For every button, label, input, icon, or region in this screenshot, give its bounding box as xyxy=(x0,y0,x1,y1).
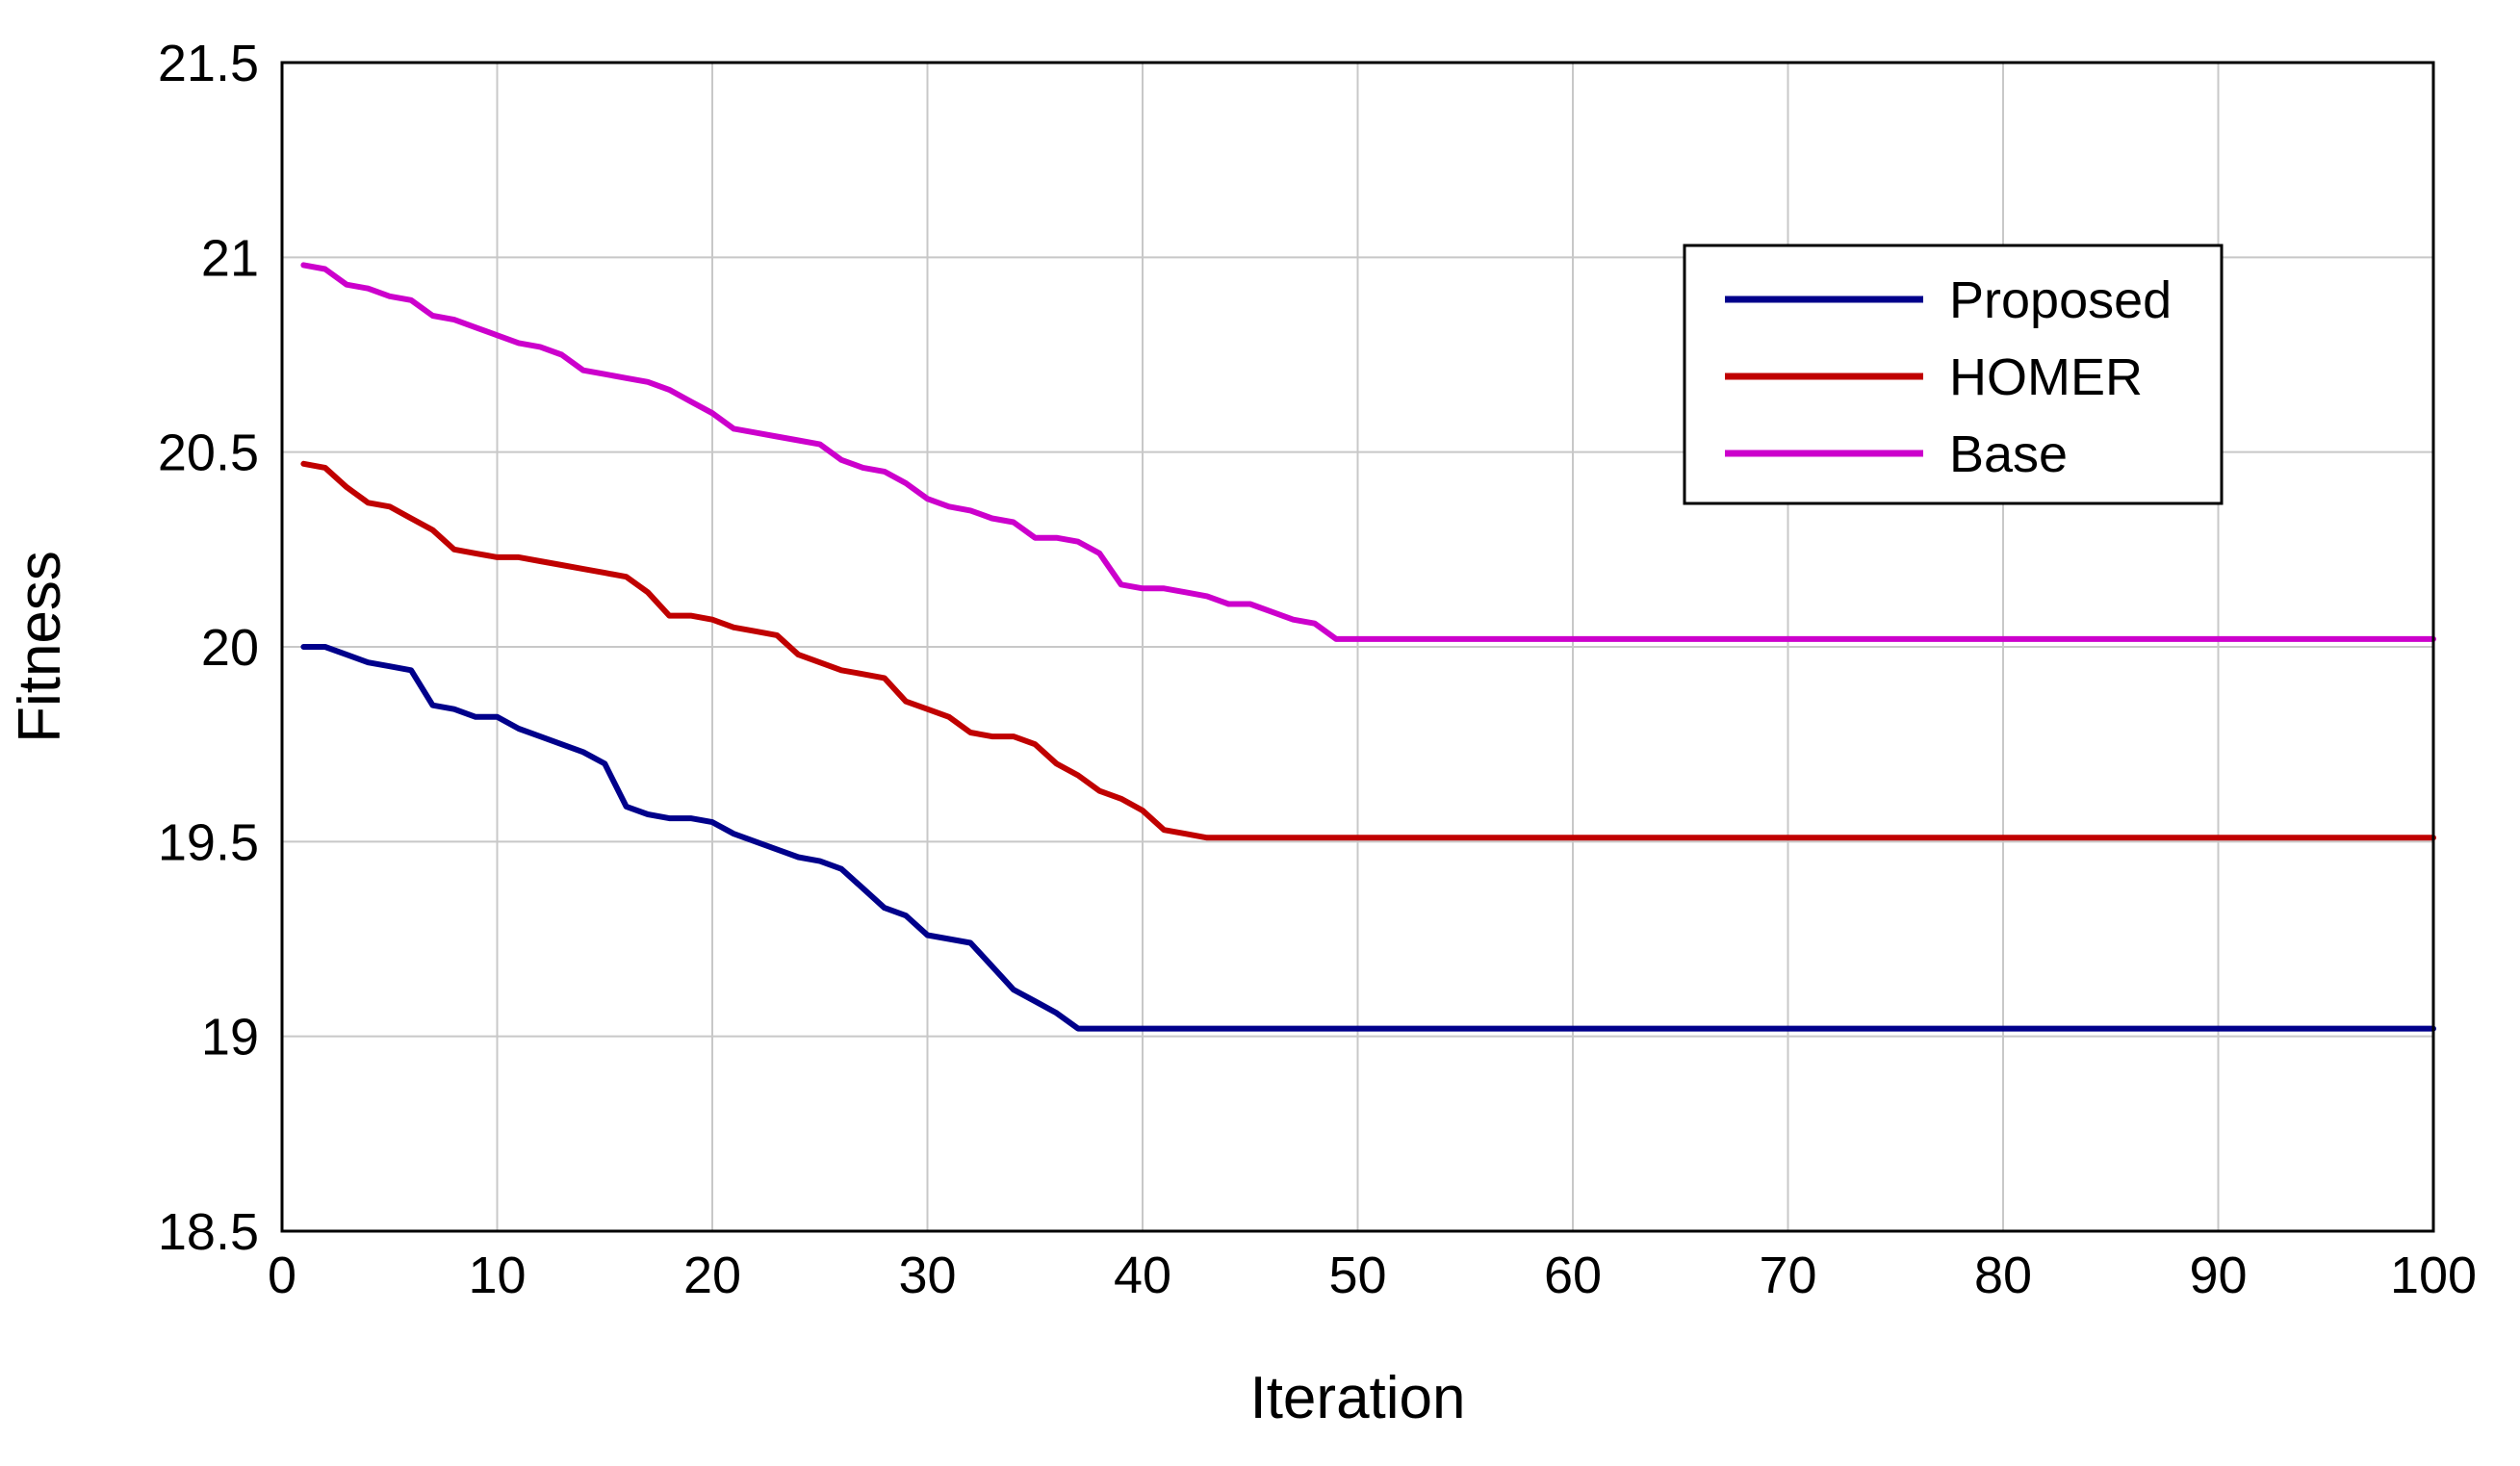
x-tick-label: 10 xyxy=(468,1247,526,1304)
x-tick-label: 90 xyxy=(2189,1247,2247,1304)
y-tick-label: 21 xyxy=(201,229,259,287)
legend-items: Proposed HOMER Base xyxy=(1725,271,2172,483)
y-tick-label: 18.5 xyxy=(158,1203,259,1261)
x-tick-label: 70 xyxy=(1759,1247,1816,1304)
y-axis-label: Fitness xyxy=(7,551,73,743)
series-line-proposed xyxy=(300,644,2436,1032)
series-line-base xyxy=(300,262,2436,642)
x-tick-label: 0 xyxy=(268,1247,296,1304)
x-tick-label: 100 xyxy=(2390,1247,2477,1304)
y-tick-label: 19.5 xyxy=(158,813,259,871)
legend-label-homer: HOMER xyxy=(1949,348,2143,406)
x-axis-label: Iteration xyxy=(1249,1365,1465,1431)
x-tick-label: 30 xyxy=(898,1247,956,1304)
x-tick-label: 80 xyxy=(1974,1247,2032,1304)
series-line-homer xyxy=(300,460,2436,841)
y-tick-label: 19 xyxy=(201,1009,259,1067)
legend-label-base: Base xyxy=(1949,425,2068,483)
y-tick-label: 21.5 xyxy=(158,35,259,92)
legend-label-proposed: Proposed xyxy=(1949,271,2172,329)
y-tick-label: 20.5 xyxy=(158,424,259,482)
x-tick-label: 50 xyxy=(1328,1247,1386,1304)
grid-lines xyxy=(282,63,2433,1231)
x-tick-label: 20 xyxy=(683,1247,741,1304)
series-lines xyxy=(300,262,2436,1032)
legend: Proposed HOMER Base xyxy=(1683,244,2224,505)
x-axis-ticks: 0 10 20 30 40 50 60 70 80 90 100 xyxy=(268,1247,2477,1304)
x-tick-label: 40 xyxy=(1114,1247,1171,1304)
y-axis-ticks: 18.5 19 19.5 20 20.5 21 21.5 xyxy=(158,35,259,1261)
x-tick-label: 60 xyxy=(1544,1247,1602,1304)
y-tick-label: 20 xyxy=(201,619,259,677)
plot-area-frame xyxy=(280,61,2435,1233)
